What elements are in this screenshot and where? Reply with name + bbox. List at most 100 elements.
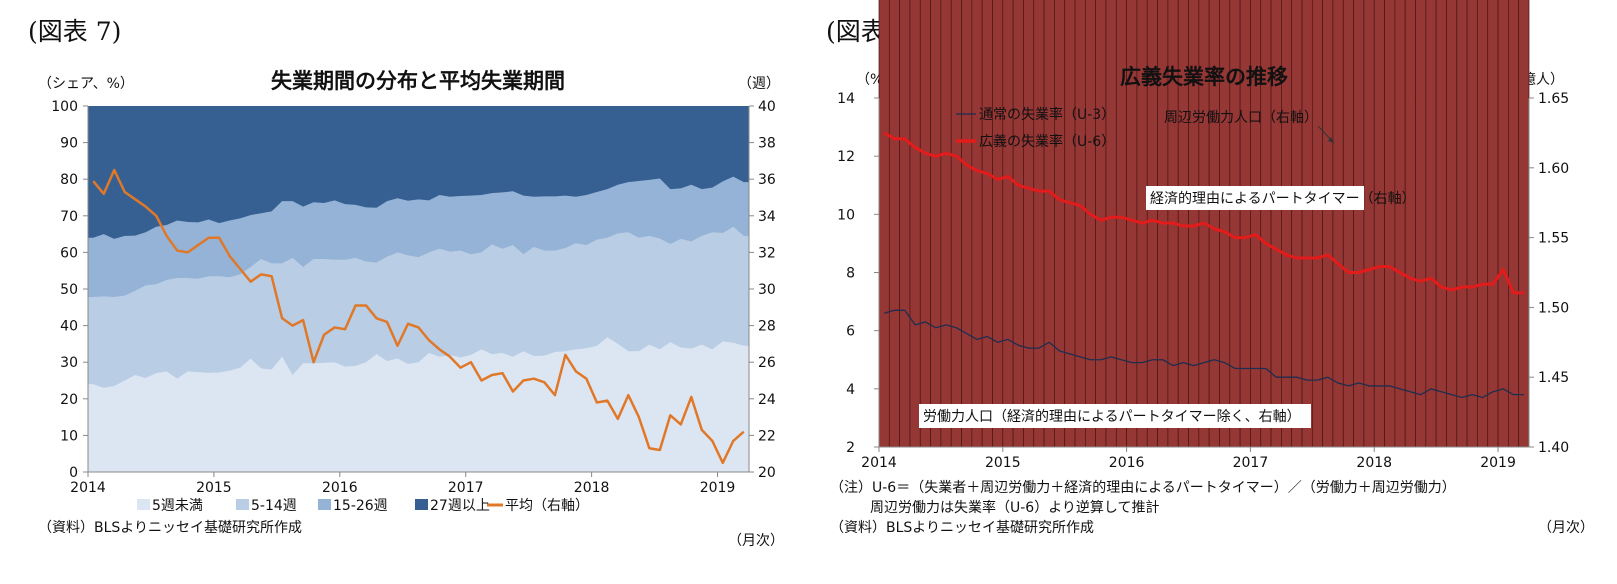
x-tick-label: 2015 (985, 455, 1021, 471)
bar-labor-force (1488, 0, 1498, 447)
bar-labor-force (1075, 0, 1085, 447)
x-tick-label: 2018 (1356, 455, 1392, 471)
x-tick-label: 2015 (196, 480, 232, 496)
bar-labor-force (1467, 0, 1477, 447)
bar-labor-force (1096, 0, 1106, 447)
legend-u3-label: 通常の失業率（U-3） (979, 106, 1115, 123)
legend-swatch (137, 499, 150, 510)
left-tick-label: 90 (60, 136, 78, 152)
chart-7-right-axis-unit: （週） (738, 76, 780, 92)
right-tick-label: 1.60 (1538, 161, 1569, 177)
bar-labor-force (920, 0, 930, 447)
bar-labor-force (1498, 0, 1508, 447)
right-tick-label: 24 (758, 392, 776, 408)
x-tick-label: 2017 (448, 480, 484, 496)
right-tick-label: 36 (758, 172, 776, 188)
bar-labor-force (1003, 0, 1013, 447)
bar-labor-force (1364, 0, 1374, 447)
right-tick-label: 38 (758, 136, 776, 152)
x-tick-label: 2019 (700, 480, 736, 496)
right-tick-label: 34 (758, 209, 776, 225)
bar-labor-force (1477, 0, 1487, 447)
bar-labor-force (1292, 0, 1302, 447)
bar-labor-force (1436, 0, 1446, 447)
left-tick-label: 10 (60, 428, 78, 444)
bar-labor-force (1054, 0, 1064, 447)
bar-labor-force (1519, 0, 1529, 447)
legend-swatch (318, 499, 331, 510)
legend-label: 5-14週 (251, 498, 297, 514)
bar-labor-force (982, 0, 992, 447)
bar-labor-force (941, 0, 951, 447)
left-tick-label: 2 (846, 440, 855, 456)
x-tick-label: 2016 (1109, 455, 1145, 471)
bar-labor-force (889, 0, 899, 447)
legend-label: 15-26週 (333, 498, 388, 514)
right-tick-label: 26 (758, 355, 776, 371)
bar-labor-force (1508, 0, 1518, 447)
right-tick-label: 1.40 (1538, 440, 1569, 456)
left-tick-label: 70 (60, 209, 78, 225)
figure-8: (図表 8) （%） （億人） 24681012141.401.451.501.… (826, 0, 1594, 536)
chart-8-note-estimation: 周辺労働力は失業率（U-6）より逆算して推計 (870, 499, 1160, 516)
bar-labor-force (1013, 0, 1023, 447)
right-tick-label: 28 (758, 319, 776, 335)
legend-label: 27週以上 (430, 498, 490, 514)
left-tick-label: 100 (51, 99, 78, 115)
legend-swatch (236, 499, 249, 510)
annotation-marginal-label: 周辺労働力人口（右軸） (1164, 110, 1318, 126)
bar-labor-force (900, 0, 910, 447)
left-tick-label: 0 (69, 465, 78, 481)
x-tick-label: 2014 (861, 455, 897, 471)
left-tick-label: 12 (837, 149, 855, 165)
x-tick-label: 2019 (1480, 455, 1516, 471)
annotation-parttime-label: 経済的理由によるパートタイマー（右軸） (1150, 191, 1416, 207)
right-tick-label: 32 (758, 245, 776, 261)
chart-8-source: （資料）BLSよりニッセイ基礎研究所作成 (830, 519, 1094, 536)
x-tick-label: 2014 (70, 480, 106, 496)
left-tick-label: 14 (837, 91, 855, 107)
left-tick-label: 60 (60, 245, 78, 261)
right-tick-label: 22 (758, 428, 776, 444)
figure-7: (図表 7) 失業期間の分布と平均失業期間 （シェア、%） （週） 0 10 20 3… (28, 17, 784, 549)
x-tick-label: 2018 (574, 480, 610, 496)
bar-labor-force (879, 0, 889, 447)
figure-7-label: (図表 7) (28, 17, 121, 46)
chart-7-left-axis-unit: （シェア、%） (38, 76, 134, 92)
left-tick-label: 80 (60, 172, 78, 188)
bar-labor-force (951, 0, 961, 447)
bar-labor-force (1457, 0, 1467, 447)
bar-labor-force (1023, 0, 1033, 447)
left-tick-label: 4 (846, 382, 855, 398)
left-tick-label: 8 (846, 266, 855, 282)
chart-7-source: （資料）BLSよりニッセイ基礎研究所作成 (38, 519, 302, 536)
left-tick-label: 6 (846, 324, 855, 340)
legend-label: 5週未満 (152, 498, 203, 514)
bar-labor-force (1405, 0, 1415, 447)
left-tick-label: 50 (60, 282, 78, 298)
right-tick-label: 1.55 (1538, 231, 1569, 247)
chart-7-title: 失業期間の分布と平均失業期間 (271, 69, 565, 93)
x-tick-label: 2017 (1233, 455, 1269, 471)
bar-labor-force (1085, 0, 1095, 447)
x-tick-label: 2016 (322, 480, 358, 496)
bar-labor-force (1354, 0, 1364, 447)
bar-labor-force (1416, 0, 1426, 447)
bar-labor-force (1395, 0, 1405, 447)
bar-labor-force (1426, 0, 1436, 447)
right-tick-label: 20 (758, 465, 776, 481)
right-tick-label: 1.65 (1538, 91, 1569, 107)
left-tick-label: 30 (60, 355, 78, 371)
bar-labor-force (1333, 0, 1343, 447)
left-tick-label: 20 (60, 392, 78, 408)
bar-labor-force (1343, 0, 1353, 447)
bar-labor-force (962, 0, 972, 447)
right-tick-label: 30 (758, 282, 776, 298)
bar-labor-force (910, 0, 920, 447)
left-tick-label: 40 (60, 319, 78, 335)
bar-labor-force (972, 0, 982, 447)
right-tick-label: 1.45 (1538, 370, 1569, 386)
bar-labor-force (992, 0, 1002, 447)
bar-labor-force (1034, 0, 1044, 447)
